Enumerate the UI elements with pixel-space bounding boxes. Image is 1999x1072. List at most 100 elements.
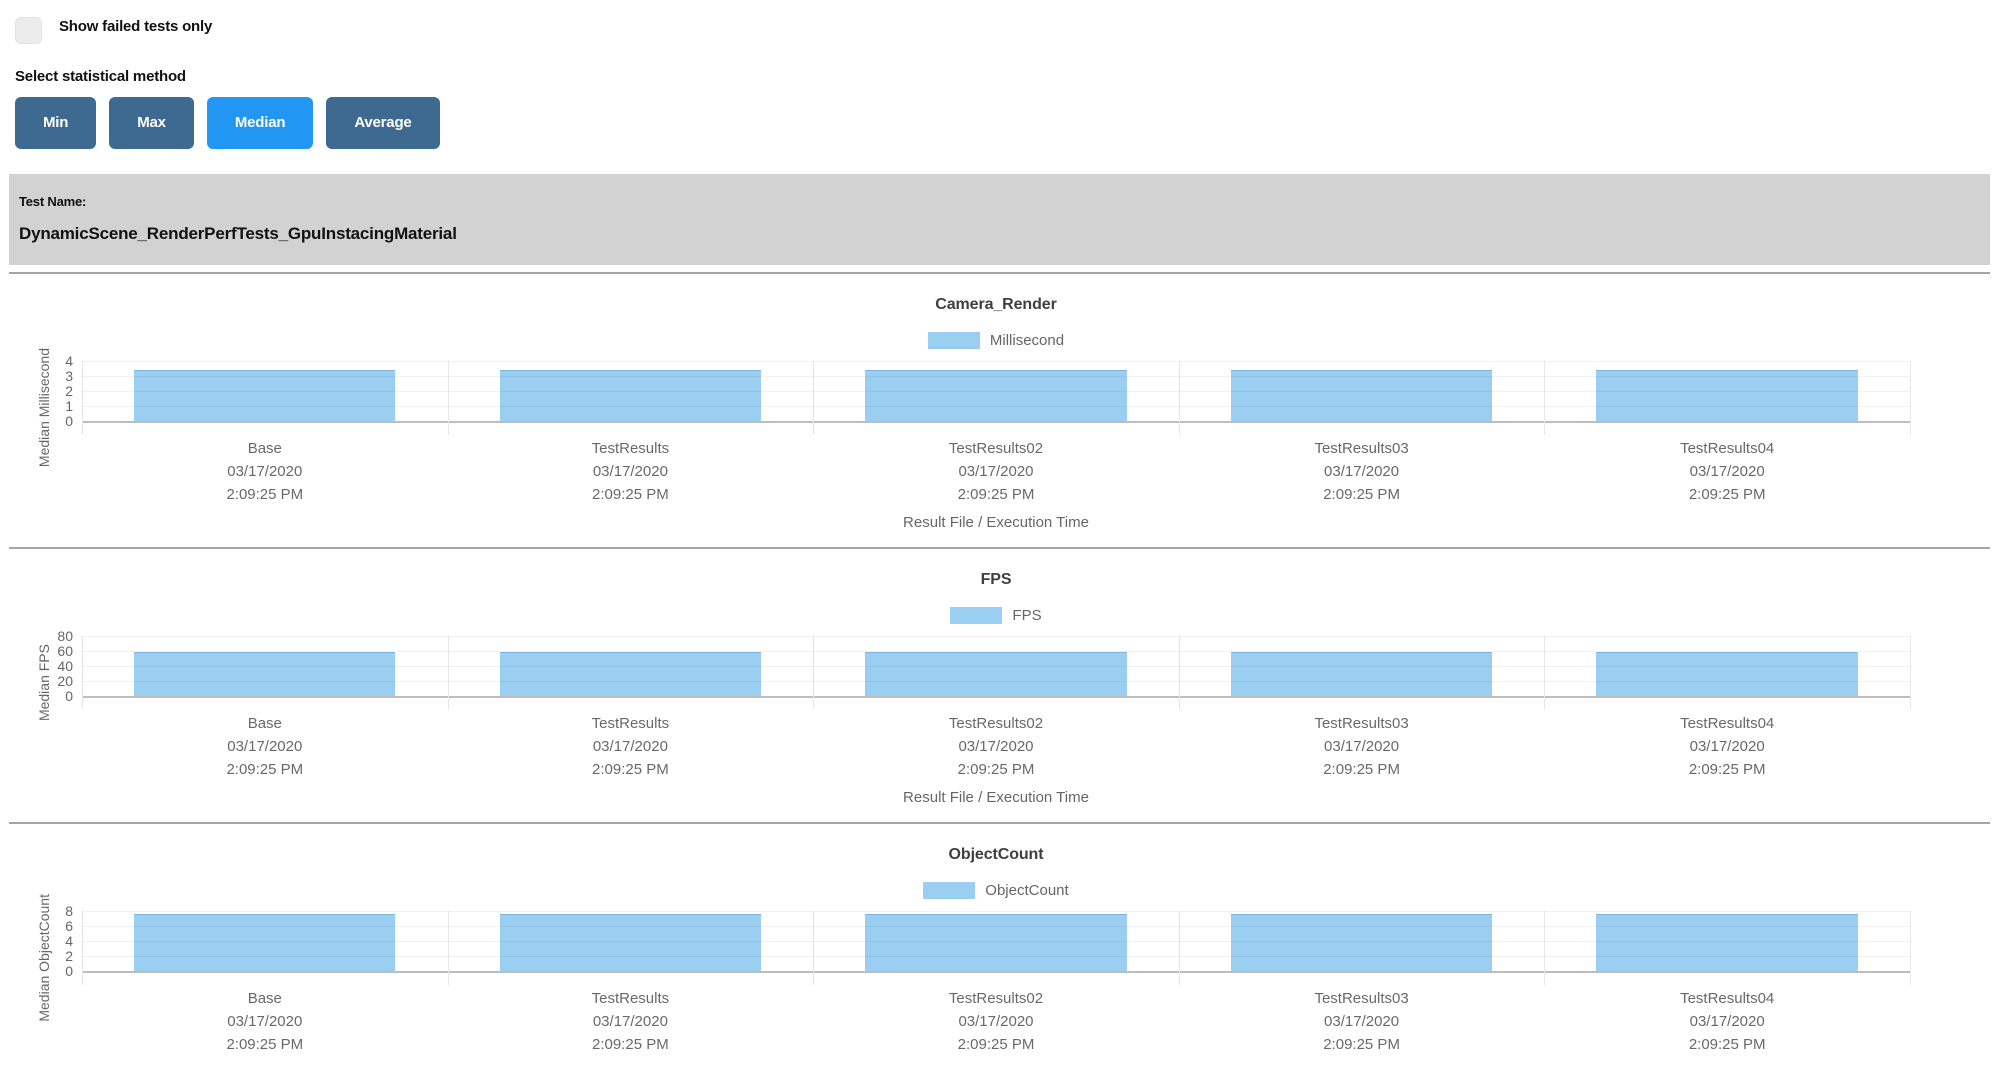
test-name-value: DynamicScene_RenderPerfTests_GpuInstacin… [19, 224, 457, 243]
group-separator [447, 911, 449, 985]
category-group: Base 03/17/2020 2:09:25 PM [82, 437, 448, 506]
category-date: 03/17/2020 [1689, 463, 1765, 480]
y-tick-label: 6 [65, 918, 73, 934]
stat-button-min[interactable]: Min [15, 97, 97, 149]
bar[interactable] [865, 651, 1127, 696]
y-tick-label: 4 [65, 353, 73, 369]
chart-objectcount: ObjectCount ObjectCount Median ObjectCount… [9, 824, 1990, 1072]
group-separator [1178, 636, 1180, 710]
category-time: 2:09:25 PM [957, 486, 1035, 503]
bar[interactable] [499, 370, 762, 421]
bar[interactable] [134, 914, 396, 971]
chart-fps: FPS FPS Median FPS 0 20 40 60 80 Base 03/17/2020 2… [9, 549, 1990, 822]
legend-swatch [950, 607, 1003, 624]
y-tick-label: 2 [65, 948, 73, 964]
bar-group [1544, 361, 1910, 421]
category-date: 03/17/2020 [592, 1013, 668, 1030]
bar[interactable] [865, 914, 1127, 971]
show-failed-checkbox[interactable] [15, 17, 42, 44]
bar-group [82, 911, 448, 971]
bar-group [813, 361, 1179, 421]
bar[interactable] [134, 651, 396, 696]
bar-group [813, 911, 1179, 971]
y-axis-label-wrap: Median FPS [33, 618, 55, 748]
legend-label: FPS [1012, 607, 1042, 624]
category-date: 03/17/2020 [227, 738, 303, 755]
bar[interactable] [1596, 651, 1858, 696]
bar[interactable] [134, 370, 396, 421]
group-separator [1178, 911, 1180, 985]
gridline [82, 911, 1910, 912]
category-time: 2:09:25 PM [1688, 486, 1766, 503]
group-separator [1544, 636, 1546, 710]
chart-title: FPS [980, 571, 1012, 588]
category-time: 2:09:25 PM [592, 1036, 669, 1053]
legend-label: Millisecond [989, 332, 1065, 349]
bar[interactable] [1230, 370, 1493, 421]
category-time: 2:09:25 PM [226, 1036, 304, 1053]
category-time: 2:09:25 PM [1323, 761, 1400, 778]
gridline [82, 406, 1910, 407]
category-axis: Base 03/17/2020 2:09:25 PM TestResults 03/17… [82, 437, 1910, 506]
bar-group [1544, 636, 1910, 696]
bar-group [448, 636, 814, 696]
bar[interactable] [499, 651, 762, 696]
category-group: TestResults02 03/17/2020 2:09:25 PM [813, 437, 1179, 506]
legend-swatch [927, 332, 980, 349]
y-tick-label: 8 [65, 903, 73, 919]
gridline [82, 956, 1910, 957]
stat-button-average[interactable]: Average [326, 97, 440, 149]
gridline [82, 926, 1910, 927]
bar-group [82, 636, 448, 696]
category-label: TestResults02 [948, 990, 1044, 1007]
bar[interactable] [865, 370, 1127, 421]
group-separator [813, 636, 815, 710]
y-axis-label: Median Millisecond [36, 348, 52, 468]
category-group: TestResults02 03/17/2020 2:09:25 PM [813, 712, 1179, 781]
stat-button-median[interactable]: Median [206, 97, 314, 149]
gridline [82, 941, 1910, 942]
plot-area: Median Millisecond 0 1 2 3 4 [36, 348, 1911, 468]
category-time: 2:09:25 PM [1323, 1036, 1400, 1053]
gridline [82, 636, 1910, 637]
category-group: Base 03/17/2020 2:09:25 PM [82, 712, 448, 781]
category-label: TestResults04 [1680, 990, 1775, 1007]
chart-title: ObjectCount [948, 846, 1044, 863]
category-label: Base [247, 990, 282, 1007]
category-time: 2:09:25 PM [1323, 486, 1400, 503]
bar[interactable] [1596, 914, 1858, 971]
bar[interactable] [499, 914, 762, 971]
gridline [82, 361, 1910, 362]
category-date: 03/17/2020 [1324, 738, 1400, 755]
category-label: Base [247, 440, 282, 457]
group-separator [1910, 361, 1911, 435]
category-group: TestResults04 03/17/2020 2:09:25 PM [1544, 437, 1910, 506]
charts-container: Camera_Render Millisecond Median Milliseco… [9, 272, 1990, 1072]
bar[interactable] [1230, 651, 1493, 696]
bar[interactable] [1230, 914, 1493, 971]
category-group: TestResults 03/17/2020 2:09:25 PM [448, 987, 814, 1056]
category-date: 03/17/2020 [1689, 738, 1765, 755]
category-group: TestResults04 03/17/2020 2:09:25 PM [1544, 987, 1910, 1056]
category-group: Base 03/17/2020 2:09:25 PM [82, 987, 448, 1056]
chart-legend[interactable]: Millisecond [82, 332, 1910, 349]
stat-button-max[interactable]: Max [109, 97, 194, 149]
gridline [82, 391, 1910, 392]
category-label: TestResults02 [948, 715, 1044, 732]
bar[interactable] [1596, 370, 1858, 421]
category-group: TestResults03 03/17/2020 2:09:25 PM [1179, 987, 1545, 1056]
legend-label: ObjectCount [985, 882, 1069, 899]
category-label: Base [247, 715, 282, 732]
bar-group [813, 636, 1179, 696]
category-label: TestResults03 [1314, 990, 1409, 1007]
chart-legend[interactable]: FPS [82, 607, 1910, 624]
y-tick-label: 3 [65, 368, 73, 384]
section-divider [9, 272, 1990, 274]
y-axis-label: Median FPS [36, 644, 52, 722]
bar-group [1179, 361, 1545, 421]
x-axis-label: Result File / Execution Time [903, 514, 1089, 531]
y-tick-label: 60 [57, 643, 73, 659]
x-axis-label: Result File / Execution Time [903, 789, 1089, 806]
chart-legend[interactable]: ObjectCount [82, 882, 1910, 899]
section-divider [9, 547, 1990, 549]
